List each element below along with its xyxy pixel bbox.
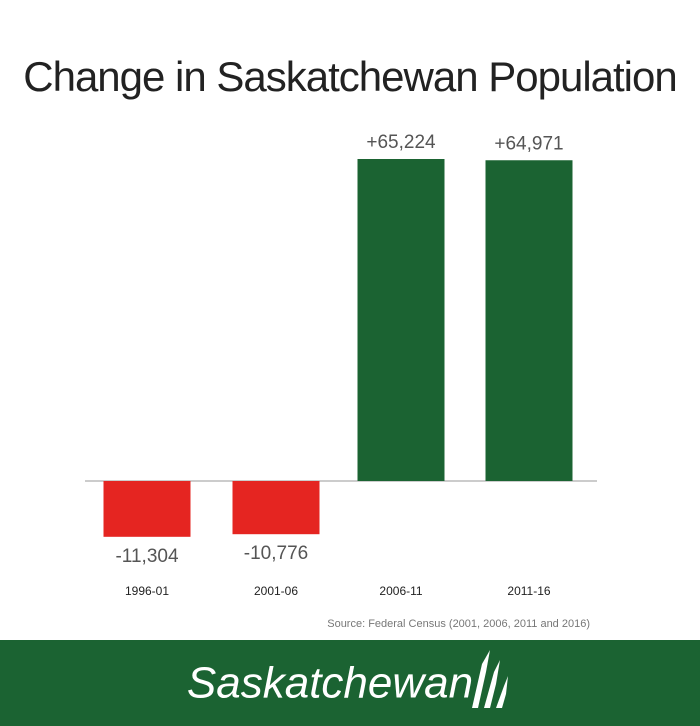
bar — [357, 159, 445, 481]
bar — [232, 481, 320, 535]
value-label: +64,971 — [494, 133, 563, 154]
bar — [103, 481, 191, 537]
source-note: Source: Federal Census (2001, 2006, 2011… — [327, 618, 590, 630]
footer-band — [0, 640, 700, 726]
x-tick-label: 2001-06 — [254, 584, 298, 598]
chart-title: Change in Saskatchewan Population — [23, 53, 676, 100]
value-label: -11,304 — [115, 546, 178, 567]
value-label: +65,224 — [366, 132, 436, 153]
bar — [485, 160, 573, 481]
x-tick-label: 1996-01 — [125, 584, 169, 598]
logo-icon — [472, 650, 508, 708]
footer-logo: Saskatchewan — [187, 659, 473, 708]
x-tick-label: 2006-11 — [379, 584, 422, 598]
value-label: -10,776 — [244, 543, 308, 564]
x-tick-label: 2011-16 — [507, 584, 550, 598]
